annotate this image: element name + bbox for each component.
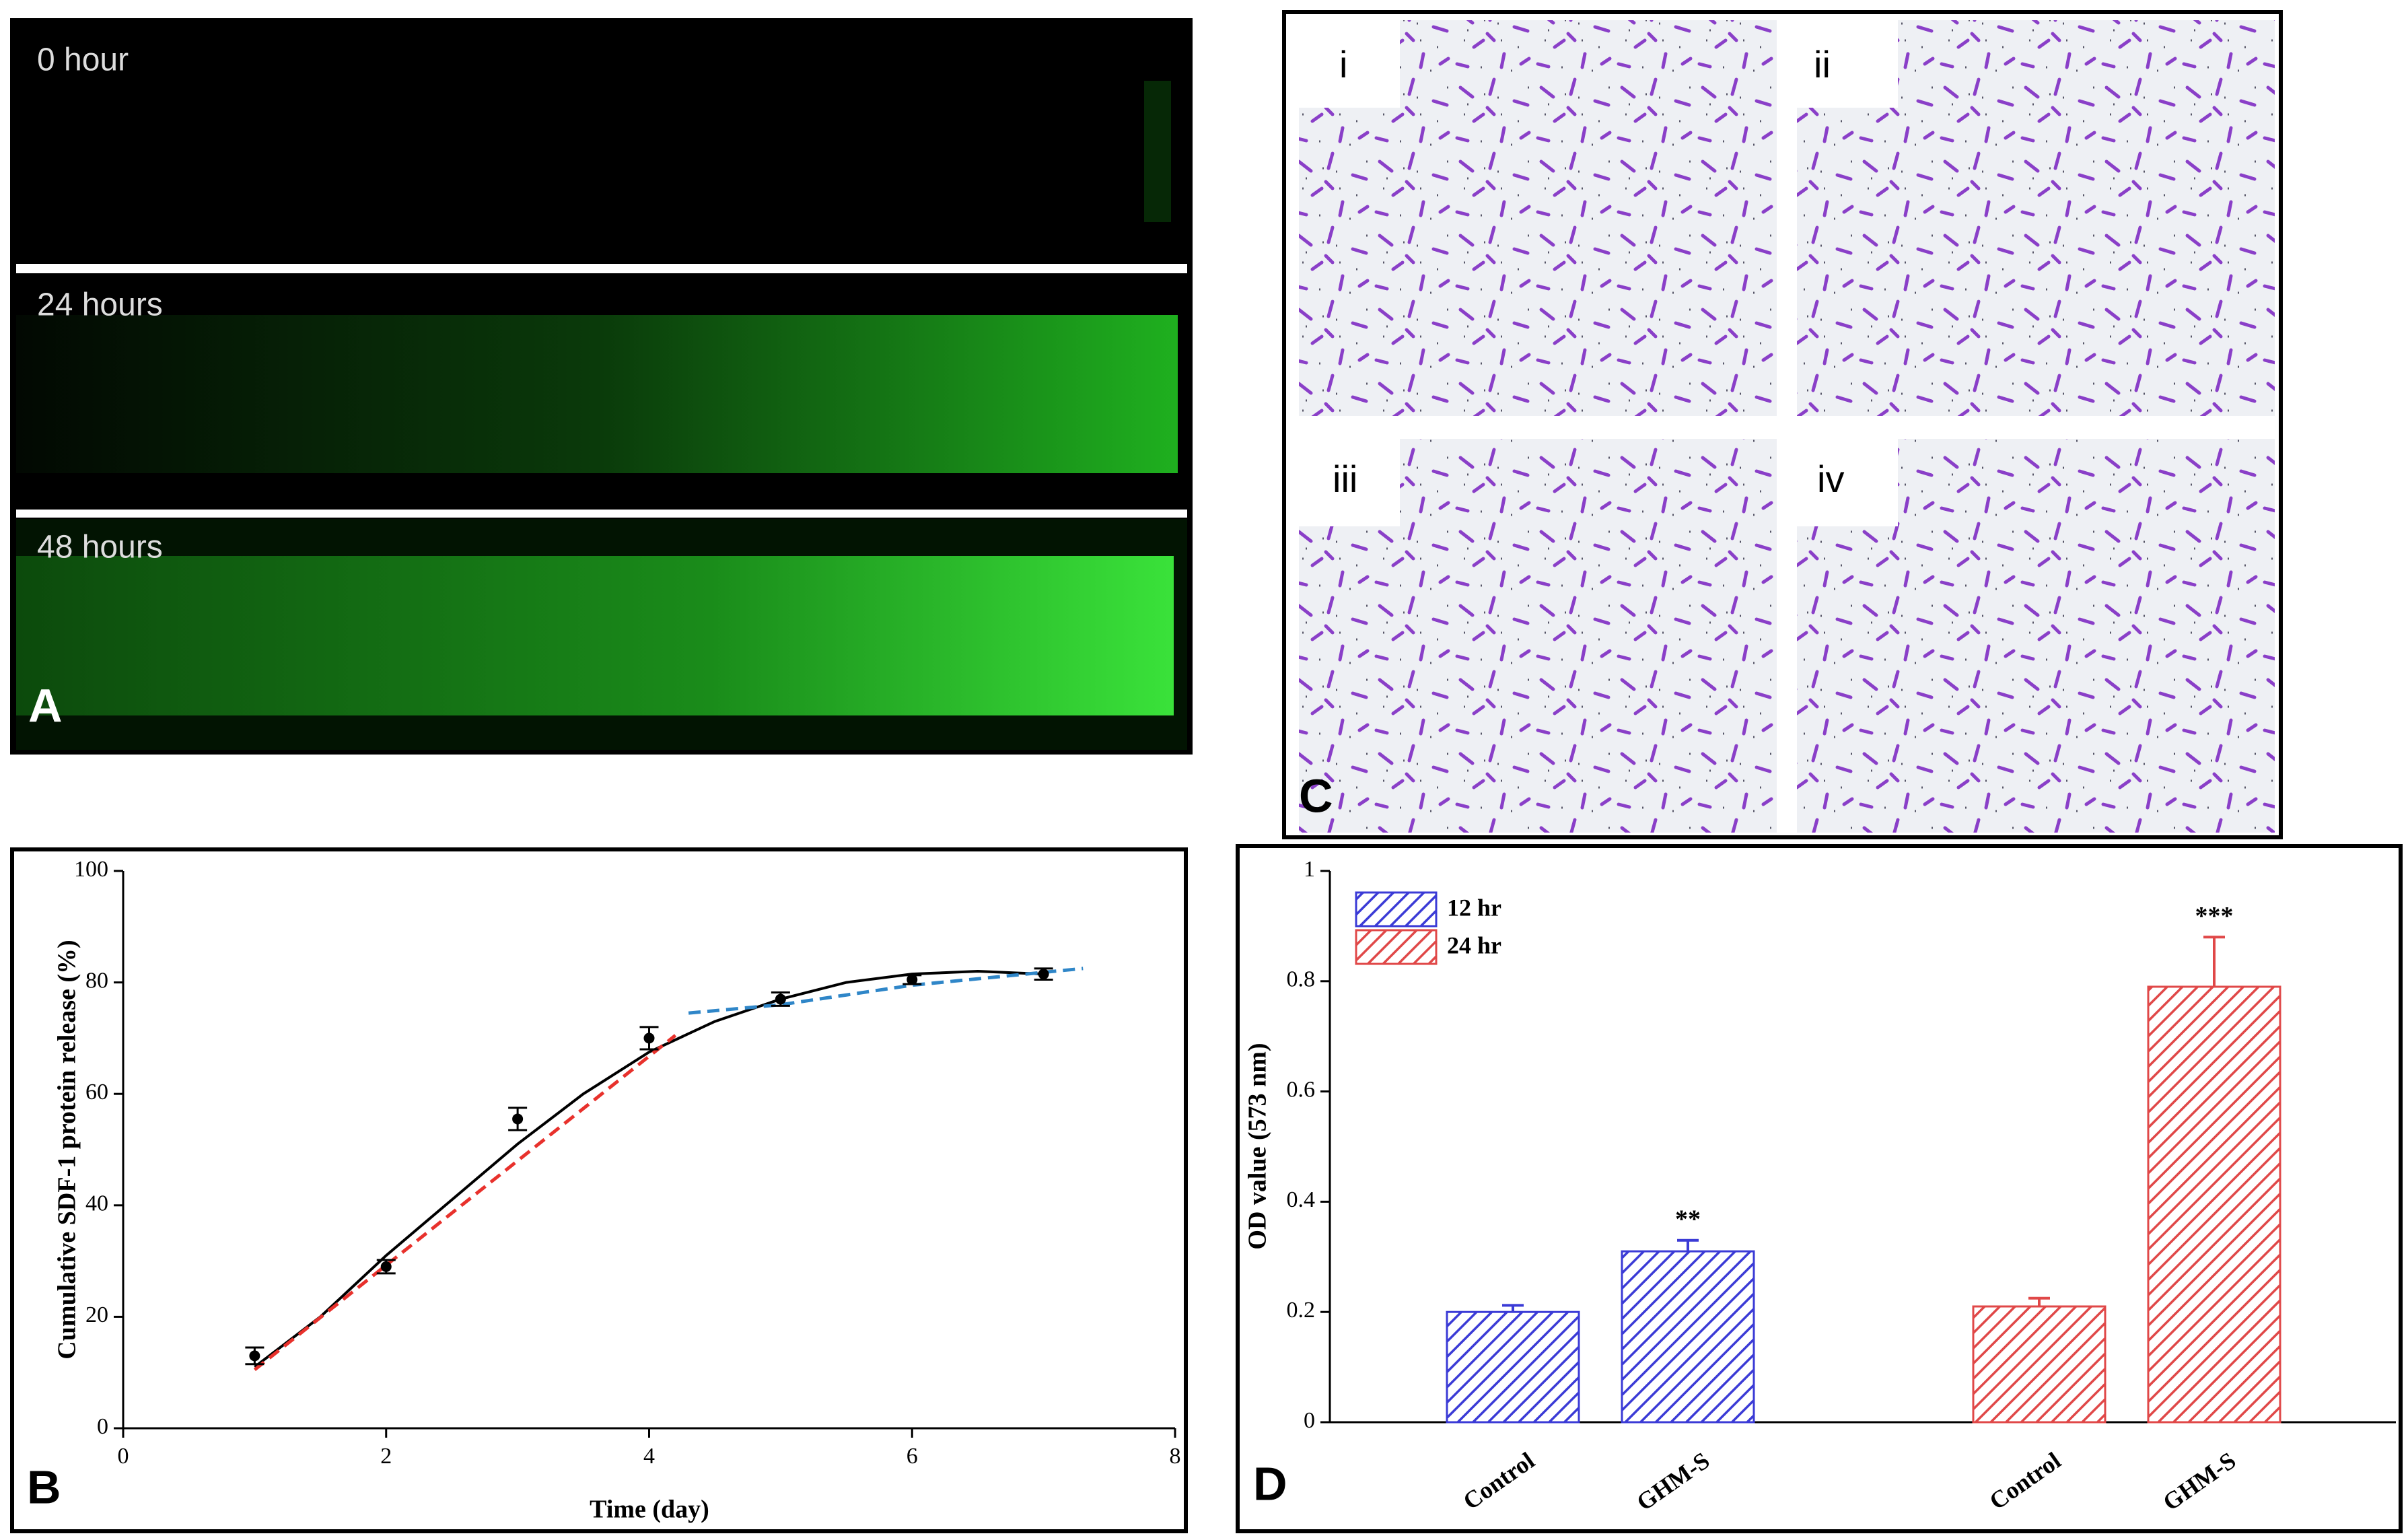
y-axis-label: OD value (573 nm) bbox=[1244, 1043, 1272, 1249]
x-tick-label: 8 bbox=[1170, 1444, 1181, 1469]
y-tick-label: 80 bbox=[85, 968, 108, 993]
data-point bbox=[907, 974, 918, 985]
data-point bbox=[380, 1261, 392, 1272]
bar bbox=[1446, 1310, 1580, 1424]
y-tick-label: 1 bbox=[1304, 857, 1315, 882]
y-tick-label: 60 bbox=[85, 1080, 108, 1105]
y-tick-label: 0 bbox=[97, 1414, 108, 1439]
bar bbox=[1972, 1305, 2106, 1424]
x-tick-label: 6 bbox=[907, 1444, 918, 1469]
label-box bbox=[1299, 20, 1400, 108]
strip-2-band bbox=[16, 556, 1174, 715]
error-bar bbox=[2028, 1296, 2050, 1307]
strip-label: 24 hours bbox=[37, 287, 163, 323]
chart-b: 0 20 40 60 80 100 0 2 4 6 8 Time (day) Cumulative SD… bbox=[27, 857, 1181, 1524]
strip-label: 0 hour bbox=[37, 42, 129, 78]
strip-1-band bbox=[16, 315, 1178, 473]
panel-label: C bbox=[1299, 769, 1333, 822]
y-tick-label: 0.4 bbox=[1287, 1187, 1316, 1212]
bar bbox=[2147, 985, 2281, 1424]
panel-label: A bbox=[28, 679, 63, 732]
label-box bbox=[1797, 439, 1898, 526]
label-box bbox=[1299, 439, 1400, 526]
strip-0 bbox=[16, 28, 1187, 261]
strip-label: 48 hours bbox=[37, 530, 163, 565]
label-box bbox=[1797, 20, 1898, 108]
panel-label: B bbox=[27, 1461, 61, 1513]
x-tick-label: 2 bbox=[380, 1444, 392, 1469]
strip-0-glow bbox=[1144, 81, 1171, 222]
data-point bbox=[1038, 969, 1049, 980]
y-tick-label: 0.6 bbox=[1287, 1077, 1316, 1102]
image-label: iv bbox=[1817, 458, 1844, 500]
legend-swatch bbox=[1355, 891, 1438, 928]
legend-swatch bbox=[1355, 929, 1438, 965]
data-point bbox=[512, 1113, 524, 1125]
panel-label: D bbox=[1253, 1457, 1287, 1510]
y-tick-label: 0.2 bbox=[1287, 1298, 1316, 1323]
significance: *** bbox=[2195, 902, 2234, 930]
fit-curve bbox=[688, 967, 1084, 1015]
image-label: iii bbox=[1333, 458, 1357, 500]
y-tick-label: 100 bbox=[74, 857, 108, 882]
y-tick-label: 0.8 bbox=[1287, 967, 1316, 992]
image-label: ii bbox=[1814, 43, 1831, 85]
y-tick-label: 40 bbox=[85, 1191, 108, 1216]
fit-curve bbox=[253, 1034, 677, 1372]
legend-label: 12 hr bbox=[1447, 894, 1501, 921]
bar bbox=[1621, 1250, 1755, 1424]
legend-label: 24 hr bbox=[1447, 932, 1501, 958]
error-bar bbox=[1502, 1304, 1524, 1312]
fit-curve bbox=[254, 970, 1044, 1368]
image-label: i bbox=[1339, 43, 1347, 85]
data-point bbox=[775, 993, 786, 1005]
y-axis-label: Cumulative SDF-1 protein release (%) bbox=[53, 940, 81, 1359]
y-tick-label: 20 bbox=[85, 1302, 108, 1327]
data-point bbox=[249, 1350, 260, 1362]
x-tick-label: 0 bbox=[118, 1444, 129, 1469]
x-axis-label: Time (day) bbox=[590, 1496, 709, 1524]
strip-divider bbox=[16, 510, 1187, 518]
error-bar bbox=[1677, 1238, 1699, 1252]
panel-a: 0 hour 24 hours 48 hours A i ii iii iv C bbox=[28, 42, 1844, 823]
significance: ** bbox=[1675, 1205, 1701, 1233]
data-point bbox=[643, 1032, 655, 1044]
panel-b-frame bbox=[10, 847, 1188, 1533]
y-tick-label: 0 bbox=[1304, 1408, 1315, 1433]
error-bar bbox=[2203, 936, 2225, 987]
x-tick-label: 4 bbox=[643, 1444, 655, 1469]
strip-divider bbox=[16, 264, 1187, 273]
